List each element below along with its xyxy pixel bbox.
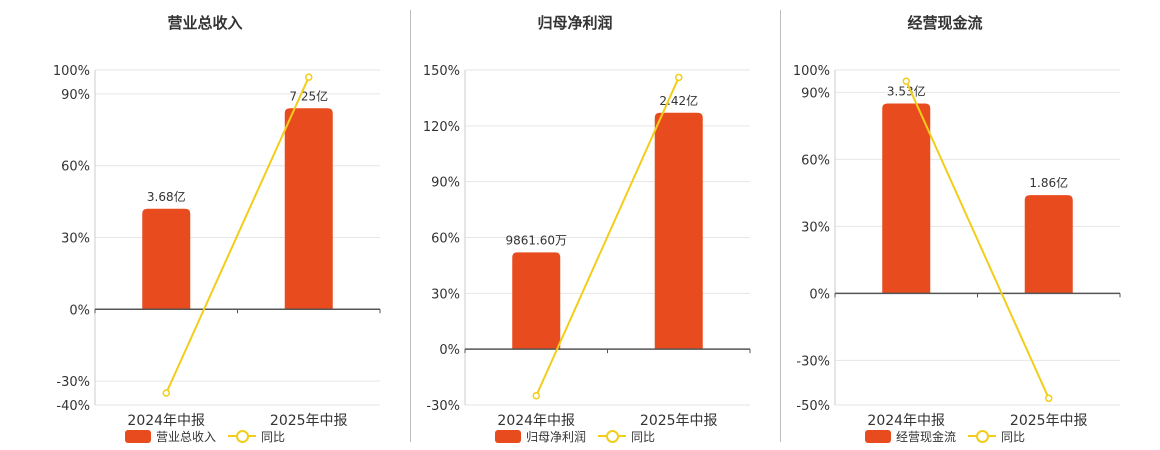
series-line	[905, 80, 1050, 399]
bar	[882, 103, 931, 294]
line-point	[162, 389, 170, 397]
line-point	[305, 73, 313, 81]
legend-line-label: 同比	[261, 429, 286, 444]
legend-item-bar[interactable]: 经营现金流	[864, 428, 956, 445]
chart-panel-net-profit: 归母净利润 -30% 0% 30% 60% 90% 120% 150% 9861.60万 2.4…	[370, 0, 780, 450]
chart-panel-revenue: 营业总收入 -40% -30% 0% 30% 60% 90% 100% 3.68亿 7.25亿 2…	[0, 0, 410, 450]
bar	[284, 108, 333, 310]
y-tick-label: 60%	[801, 153, 830, 168]
bar-data-label: 9861.60万	[505, 233, 567, 247]
legend-bar-swatch	[864, 429, 891, 443]
y-tick-label: 150%	[423, 64, 460, 79]
chart-legend: 归母净利润 同比	[370, 426, 780, 446]
chart-panel-cash-flow: 经营现金流 -50% -30% 0% 30% 60% 90% 100% 3.53亿 1.86亿 2…	[740, 0, 1150, 450]
line-point	[675, 73, 683, 82]
chart-title: 归母净利润	[537, 14, 613, 32]
y-tick-label: 0%	[439, 343, 460, 358]
legend-line-swatch	[228, 429, 256, 443]
y-tick-label: 100%	[53, 64, 90, 79]
x-tick-label: 2025年中报	[640, 413, 718, 429]
y-tick-label: -30%	[796, 354, 830, 369]
y-tick-label: 30%	[431, 287, 460, 302]
x-tick-label: 2024年中报	[867, 413, 945, 429]
bar	[512, 252, 561, 350]
chart-plot: -30% 0% 30% 60% 90% 120% 150% 9861.60万 2.42亿 2024…	[423, 64, 751, 429]
bar-data-label: 3.53亿	[887, 84, 926, 99]
chart-plot: -40% -30% 0% 30% 60% 90% 100% 3.68亿 7.25亿 2024年中报…	[53, 64, 381, 429]
bar	[654, 112, 703, 350]
x-tick-label: 2025年中报	[270, 413, 348, 429]
legend-item-line[interactable]: 同比	[968, 428, 1025, 445]
line-point	[1045, 394, 1053, 403]
panel-divider	[780, 10, 781, 442]
y-tick-label: 60%	[61, 160, 90, 175]
y-tick-label: 0%	[69, 303, 90, 318]
bar-data-label: 1.86亿	[1029, 175, 1068, 190]
legend-item-bar[interactable]: 归母净利润	[494, 428, 586, 445]
x-tick-label: 2025年中报	[1010, 413, 1088, 429]
legend-bar-swatch	[494, 429, 521, 443]
legend-item-bar[interactable]: 营业总收入	[124, 428, 216, 445]
bar	[142, 208, 191, 310]
y-tick-label: 90%	[431, 176, 460, 191]
legend-line-swatch	[598, 429, 626, 443]
chart-legend: 经营现金流 同比	[740, 426, 1150, 446]
x-tick-label: 2024年中报	[497, 413, 575, 429]
chart-title: 营业总收入	[167, 14, 243, 32]
legend-item-line[interactable]: 同比	[598, 428, 655, 445]
bar-data-label: 7.25亿	[289, 88, 328, 103]
x-tick-label: 2024年中报	[127, 413, 205, 429]
bar-data-label: 3.68亿	[147, 189, 186, 204]
series-line	[535, 77, 680, 397]
chart-plot: -50% -30% 0% 30% 60% 90% 100% 3.53亿 1.86亿 2024年中报…	[793, 64, 1121, 429]
chart-legend: 营业总收入 同比	[0, 426, 410, 446]
line-point	[532, 391, 540, 400]
series-line	[165, 76, 310, 394]
y-tick-label: -30%	[426, 399, 460, 414]
legend-line-label: 同比	[631, 429, 656, 444]
legend-line-label: 同比	[1001, 429, 1026, 444]
bar-data-label: 2.42亿	[659, 93, 698, 108]
y-tick-label: -40%	[56, 399, 90, 414]
y-tick-label: 30%	[61, 232, 90, 247]
chart-title: 经营现金流	[907, 14, 983, 32]
y-tick-label: -50%	[796, 399, 830, 414]
line-point	[902, 77, 910, 85]
y-tick-label: 90%	[801, 86, 830, 101]
y-tick-label: 30%	[801, 220, 830, 235]
y-tick-label: 120%	[423, 120, 460, 135]
legend-item-line[interactable]: 同比	[228, 428, 285, 445]
legend-line-swatch	[968, 429, 996, 443]
legend-bar-label: 营业总收入	[155, 429, 216, 444]
y-tick-label: -30%	[56, 375, 90, 390]
y-tick-label: 60%	[431, 232, 460, 247]
bar	[1024, 195, 1073, 294]
legend-bar-label: 经营现金流	[895, 429, 956, 444]
y-tick-label: 90%	[61, 88, 90, 103]
legend-bar-swatch	[124, 429, 151, 443]
panel-divider	[410, 10, 411, 442]
y-tick-label: 0%	[809, 287, 830, 302]
legend-bar-label: 归母净利润	[525, 429, 586, 444]
y-tick-label: 100%	[793, 64, 830, 79]
